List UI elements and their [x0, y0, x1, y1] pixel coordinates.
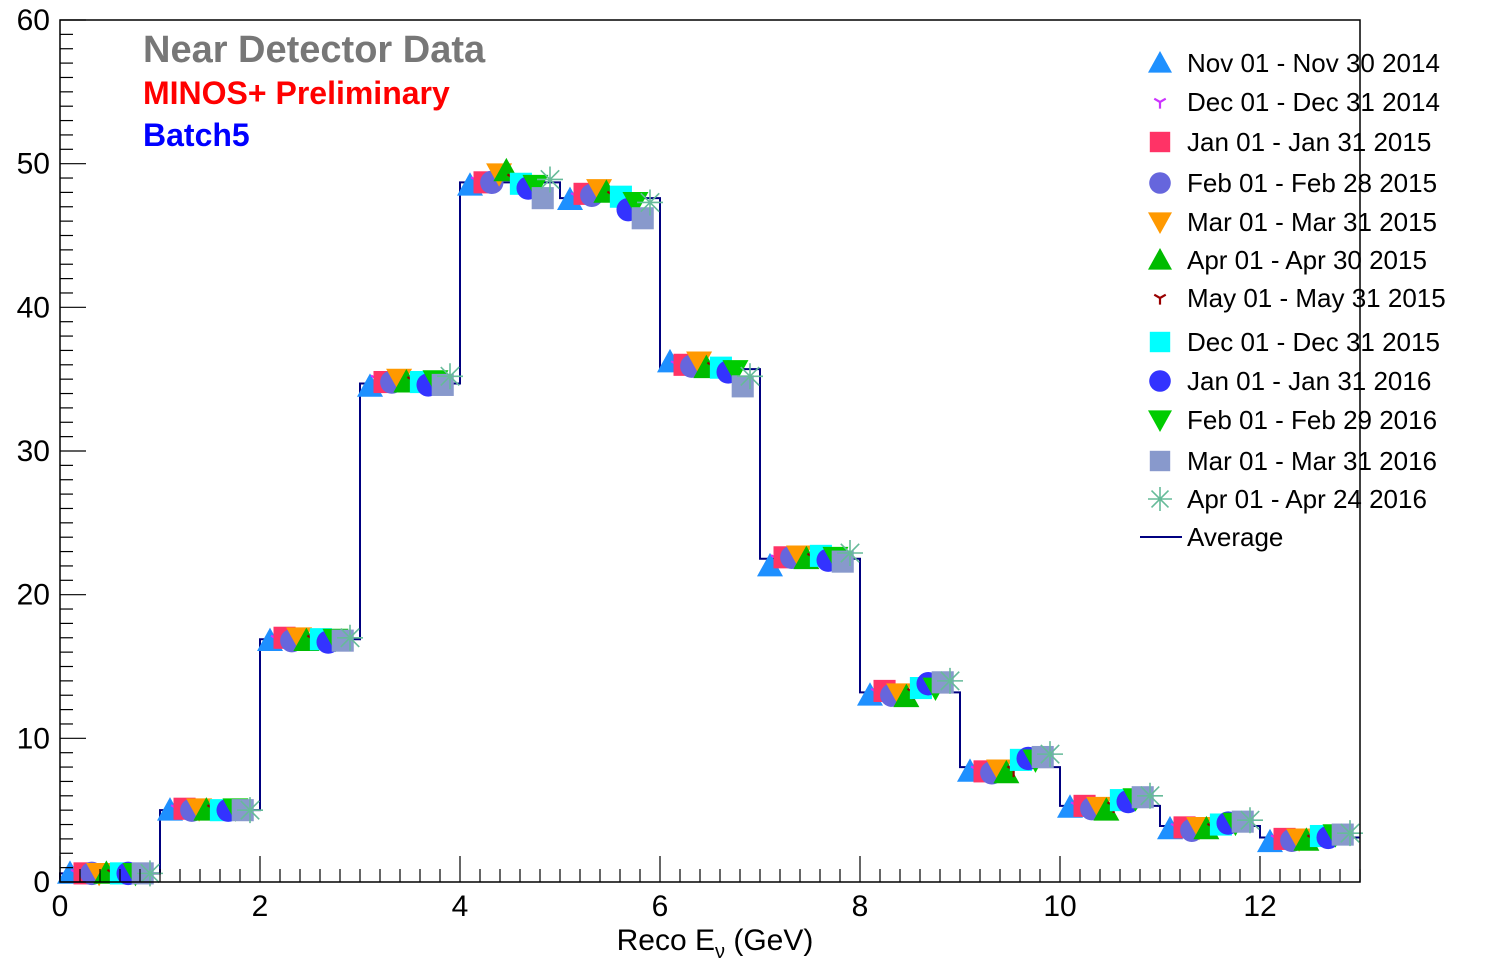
data-point	[137, 860, 163, 887]
legend-marker	[1149, 450, 1171, 472]
data-point	[631, 207, 654, 230]
x-tick-label: 8	[852, 890, 869, 923]
y-tick-label: 30	[17, 435, 50, 468]
y-tick-label: 60	[17, 4, 50, 37]
data-point	[1037, 741, 1063, 768]
data-point	[893, 683, 920, 708]
plot-area	[57, 157, 1363, 887]
x-axis-title: Reco Eν (GeV)	[617, 924, 814, 958]
data-point	[1131, 786, 1154, 809]
x-tick-label: 4	[452, 890, 469, 923]
axes: 0 2 4 6 8 10 12 0 10 20 30 40 50 60	[17, 4, 1361, 923]
legend-label: Dec 01 - Dec 31 2015	[1187, 327, 1440, 357]
legend-label: Apr 01 - Apr 24 2016	[1187, 484, 1427, 514]
legend-marker	[1153, 293, 1167, 305]
y-tick-label: 10	[17, 722, 50, 755]
data-point	[337, 624, 363, 651]
legend-label: Apr 01 - Apr 30 2015	[1187, 245, 1427, 275]
x-axis-title-subscript: ν	[715, 941, 725, 958]
legend-label: Average	[1187, 522, 1283, 552]
legend-marker	[1148, 248, 1172, 270]
x-axis-title-unit: (GeV)	[725, 924, 813, 957]
legend-marker	[1149, 370, 1171, 392]
data-point	[531, 187, 554, 210]
data-point	[537, 166, 563, 193]
data-point	[1137, 782, 1163, 809]
data-point	[837, 540, 863, 567]
annotation-minos-preliminary: MINOS+ Preliminary	[143, 75, 450, 111]
annotation-block: Near Detector Data MINOS+ Preliminary Ba…	[143, 29, 486, 153]
y-tick-label: 0	[33, 866, 50, 899]
legend-marker	[1148, 51, 1172, 73]
legend-label: Feb 01 - Feb 28 2015	[1187, 168, 1437, 198]
legend-marker	[1149, 131, 1171, 153]
annotation-batch5: Batch5	[143, 117, 250, 153]
legend-label: Mar 01 - Mar 31 2015	[1187, 207, 1437, 237]
data-point	[431, 373, 454, 396]
x-axis-title-main: Reco E	[617, 924, 715, 957]
x-tick-label: 6	[652, 890, 669, 923]
legend-marker	[1148, 410, 1172, 432]
legend-marker	[1149, 331, 1171, 353]
data-point	[757, 552, 783, 577]
legend-marker	[1153, 97, 1167, 109]
legend-marker	[1148, 212, 1172, 234]
x-tick-label: 10	[1043, 890, 1076, 923]
data-point	[1331, 823, 1354, 846]
legend-marker	[1149, 172, 1171, 194]
legend-label: Dec 01 - Dec 31 2014	[1187, 87, 1440, 117]
data-point	[931, 671, 954, 694]
data-point	[831, 550, 854, 573]
series-markers	[137, 166, 1363, 887]
legend: Nov 01 - Nov 30 2014 Dec 01 - Dec 31 2014…	[1140, 48, 1446, 552]
data-point	[937, 667, 963, 694]
data-point	[522, 174, 549, 199]
data-point	[731, 375, 754, 398]
y-tick-label: 40	[17, 291, 50, 324]
data-point	[1337, 820, 1363, 847]
y-tick-label: 20	[17, 579, 50, 612]
data-point	[637, 189, 663, 216]
data-point	[1093, 797, 1120, 821]
legend-marker	[1148, 487, 1172, 511]
data-point	[1237, 807, 1263, 834]
legend-label: Mar 01 - Mar 31 2016	[1187, 446, 1437, 476]
legend-label: Nov 01 - Nov 30 2014	[1187, 48, 1440, 78]
data-point	[622, 192, 649, 216]
x-tick-label: 2	[252, 890, 269, 923]
series-markers	[131, 187, 1354, 885]
legend-label: May 01 - May 31 2015	[1187, 283, 1446, 313]
legend-label: Jan 01 - Jan 31 2016	[1187, 366, 1431, 396]
annotation-near-detector-data: Near Detector Data	[143, 29, 486, 71]
y-tick-label: 50	[17, 148, 50, 181]
x-tick-label: 0	[52, 890, 69, 923]
data-point	[1231, 810, 1254, 833]
x-tick-label: 12	[1243, 890, 1276, 923]
legend-label: Jan 01 - Jan 31 2015	[1187, 127, 1431, 157]
data-point	[737, 363, 763, 390]
data-point	[237, 797, 263, 824]
data-point	[437, 363, 463, 390]
legend-label: Feb 01 - Feb 29 2016	[1187, 405, 1437, 435]
data-point	[993, 759, 1020, 784]
data-point	[722, 360, 749, 384]
